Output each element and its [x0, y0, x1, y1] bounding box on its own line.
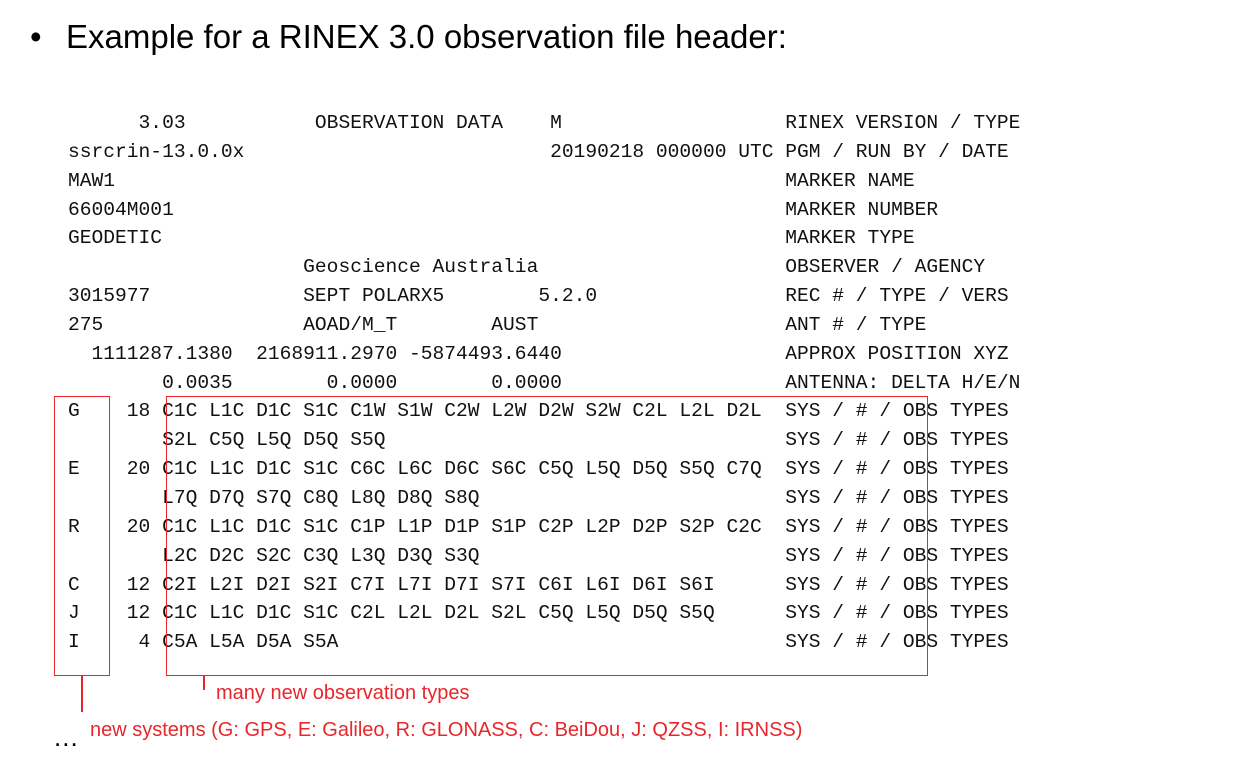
obs-types-leader-line	[203, 676, 205, 690]
header-line: L2C D2C S2C C3Q L3Q D3Q S3Q SYS / # / OB…	[68, 544, 1009, 567]
header-line: L7Q D7Q S7Q C8Q L8Q D8Q S8Q SYS / # / OB…	[68, 486, 1009, 509]
rinex-header-block: 3.03 OBSERVATION DATA M RINEX VERSION / …	[68, 109, 1020, 657]
systems-highlight-box	[54, 396, 110, 676]
header-line: Geoscience Australia OBSERVER / AGENCY	[68, 256, 986, 279]
header-line: 3.03 OBSERVATION DATA M RINEX VERSION / …	[68, 112, 1021, 134]
heading-text: Example for a RINEX 3.0 observation file…	[66, 18, 787, 55]
header-line: G 18 C1C L1C D1C S1C C1W S1W C2W L2W D2W…	[68, 400, 1009, 423]
header-line: R 20 C1C L1C D1C S1C C1P L1P D1P S1P C2P…	[68, 515, 1009, 538]
header-line: 3015977 SEPT POLARX5 5.2.0 REC # / TYPE …	[68, 285, 1009, 308]
header-line: ssrcrin-13.0.0x 20190218 000000 UTC PGM …	[68, 140, 1009, 163]
systems-leader-line	[81, 676, 83, 712]
header-line: E 20 C1C L1C D1C S1C C6C L6C D6C S6C C5Q…	[68, 458, 1009, 481]
header-line: 0.0035 0.0000 0.0000 ANTENNA: DELTA H/E/…	[68, 371, 1021, 394]
header-line: C 12 C2I L2I D2I S2I C7I L7I D7I S7I C6I…	[68, 573, 1009, 596]
header-line: J 12 C1C L1C D1C S1C C2L L2L D2L S2L C5Q…	[68, 602, 1009, 625]
header-line: 66004M001 MARKER NUMBER	[68, 198, 939, 221]
slide-heading: • Example for a RINEX 3.0 observation fil…	[30, 18, 787, 56]
header-line: 275 AOAD/M_T AUST ANT # / TYPE	[68, 313, 927, 336]
header-line: S2L C5Q L5Q D5Q S5Q SYS / # / OBS TYPES	[68, 429, 1009, 452]
systems-annotation: new systems (G: GPS, E: Galileo, R: GLON…	[90, 719, 803, 741]
obs-types-annotation: many new observation types	[216, 682, 470, 704]
continuation-ellipsis: ...	[54, 722, 79, 752]
header-line: MAW1 MARKER NAME	[68, 169, 915, 192]
header-line: I 4 C5A L5A D5A S5A SYS / # / OBS TYPES	[68, 631, 1009, 654]
bullet-dot: •	[30, 18, 42, 55]
header-line: GEODETIC MARKER TYPE	[68, 227, 915, 250]
obs-types-highlight-box	[166, 396, 928, 676]
header-line: 1111287.1380 2168911.2970 -5874493.6440 …	[68, 342, 1009, 365]
